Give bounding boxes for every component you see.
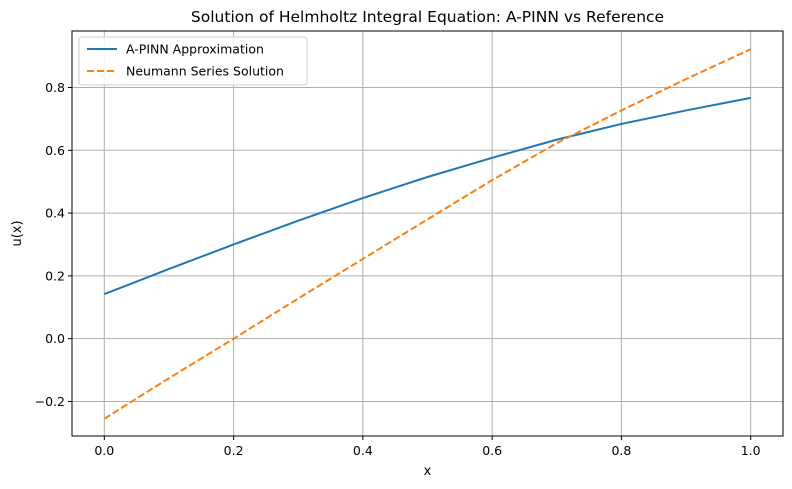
plot-frame: [71, 30, 784, 437]
y-tick-label: −0.2: [35, 394, 65, 409]
x-tick-label: 0.4: [353, 443, 373, 458]
y-tick-label: 0.4: [45, 206, 65, 221]
x-tick-label: 0.8: [611, 443, 631, 458]
y-tick-label: 0.0: [45, 331, 65, 346]
y-tick-label: 0.2: [45, 268, 65, 283]
x-axis-label: x: [424, 464, 432, 479]
grid: [72, 31, 783, 436]
x-tick-label: 0.0: [94, 443, 114, 458]
x-tick-label: 0.2: [224, 443, 244, 458]
series-layer: [103, 48, 752, 420]
x-tick-label: 0.6: [482, 443, 502, 458]
y-tick-label: 0.8: [45, 80, 65, 95]
legend-label-2: Neumann Series Solution: [126, 64, 284, 79]
legend: A-PINN Approximation Neumann Series Solut…: [78, 36, 308, 86]
legend-box: [78, 36, 308, 86]
y-axis-label: u(x): [10, 220, 25, 246]
legend-label-1: A-PINN Approximation: [126, 42, 264, 57]
series-line-2: [103, 48, 752, 420]
series-line-1: [103, 96, 751, 296]
y-tick-label: 0.6: [45, 143, 65, 158]
axis-ticks: 0.0 0.2 0.4 0.6 0.8 1.0 −0.2 0.0 0.2 0.4 0.6 0.8: [35, 80, 761, 458]
chart-title: Solution of Helmholtz Integral Equation:…: [191, 8, 664, 26]
x-tick-label: 1.0: [741, 443, 761, 458]
